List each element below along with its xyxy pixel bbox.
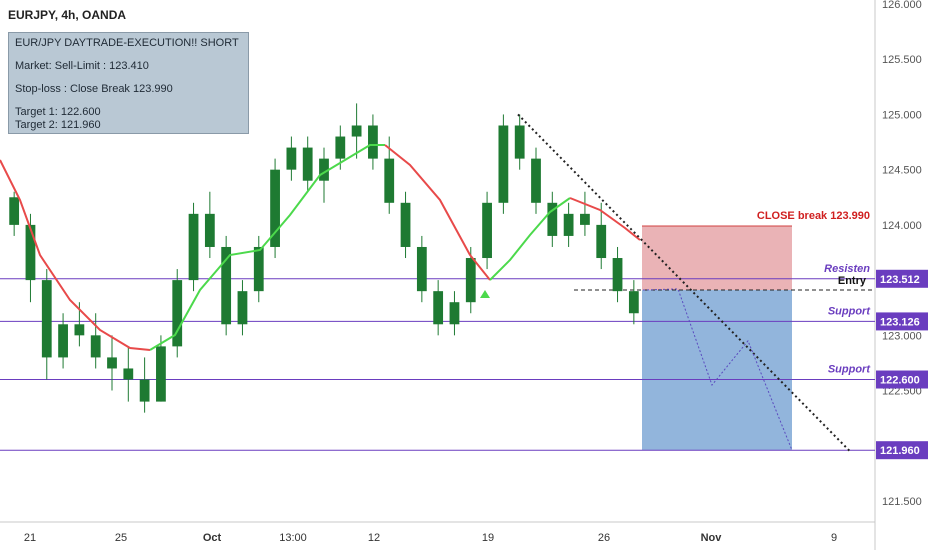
y-tick-label: 124.000 bbox=[882, 220, 922, 232]
candle-body bbox=[9, 197, 20, 225]
signal-arrow bbox=[480, 290, 490, 298]
candle-body bbox=[172, 280, 183, 347]
candle-body bbox=[368, 125, 378, 159]
x-tick-label: 9 bbox=[831, 532, 837, 544]
x-tick-label: 13:00 bbox=[279, 532, 307, 544]
y-tick-label: 125.000 bbox=[882, 109, 922, 121]
y-tick-label: 123.000 bbox=[882, 330, 922, 342]
x-tick-label: Nov bbox=[701, 532, 723, 544]
level-label: Resisten bbox=[824, 263, 870, 275]
stop-label: CLOSE break 123.990 bbox=[757, 210, 870, 222]
ema-line-red bbox=[384, 144, 491, 281]
x-tick-label: Oct bbox=[203, 532, 222, 544]
candle-body bbox=[270, 169, 280, 247]
y-tick-label: 124.500 bbox=[882, 165, 922, 177]
y-tick-label: 125.500 bbox=[882, 54, 922, 66]
candle-body bbox=[123, 368, 134, 380]
level-price-tag bbox=[876, 269, 928, 288]
level-price-tag bbox=[876, 312, 928, 331]
candle-body bbox=[107, 357, 117, 369]
candle-body bbox=[514, 125, 525, 159]
candle-body bbox=[465, 258, 476, 303]
candle-body bbox=[563, 213, 574, 236]
level-price-text: 122.600 bbox=[880, 375, 920, 387]
x-tick-label: 25 bbox=[115, 532, 127, 544]
trendline bbox=[517, 113, 851, 453]
y-tick-label: 126.000 bbox=[882, 0, 922, 11]
level-price-text: 123.512 bbox=[880, 274, 920, 286]
ema-line-green bbox=[149, 144, 385, 351]
candle-body bbox=[25, 224, 36, 281]
x-tick-label: 12 bbox=[368, 532, 380, 544]
level-price-tag bbox=[876, 441, 928, 460]
x-tick-label: 19 bbox=[482, 532, 494, 544]
candle-body bbox=[482, 202, 492, 259]
candle-body bbox=[139, 379, 150, 402]
candle-body bbox=[302, 147, 313, 181]
candle-body bbox=[498, 125, 509, 203]
info-target1: Target 1: 122.600 bbox=[15, 106, 101, 118]
candle-body bbox=[596, 224, 607, 259]
info-market: Market: Sell-Limit : 123.410 bbox=[15, 60, 149, 72]
candle-body bbox=[90, 335, 101, 358]
stop-loss-zone bbox=[642, 225, 792, 291]
candle-body bbox=[74, 324, 85, 336]
x-tick-label: 26 bbox=[598, 532, 610, 544]
candle-body bbox=[384, 158, 395, 203]
entry-label: Entry bbox=[838, 275, 867, 287]
candle-body bbox=[221, 246, 232, 325]
candle-body bbox=[286, 147, 297, 170]
candle-body bbox=[237, 291, 248, 325]
level-label: Support bbox=[828, 305, 871, 317]
candle-body bbox=[449, 302, 460, 325]
y-tick-label: 121.500 bbox=[882, 496, 922, 508]
candle-body bbox=[319, 158, 329, 181]
candle-body bbox=[41, 280, 52, 358]
candle-body bbox=[416, 246, 427, 292]
info-title: EUR/JPY DAYTRADE-EXECUTION!! SHORT bbox=[15, 37, 239, 49]
candle-body bbox=[580, 213, 590, 225]
ema-line-red bbox=[0, 159, 151, 351]
level-price-text: 121.960 bbox=[880, 445, 920, 457]
projection-path bbox=[642, 288, 793, 451]
ema-line-red bbox=[569, 197, 641, 241]
candle-body bbox=[400, 202, 411, 247]
candle-body bbox=[204, 213, 215, 247]
candle-body bbox=[335, 136, 346, 159]
candle-body bbox=[628, 291, 639, 314]
info-target2: Target 2: 121.960 bbox=[15, 119, 101, 131]
level-label: Support bbox=[828, 364, 871, 376]
candle-body bbox=[612, 258, 623, 292]
candle-body bbox=[351, 125, 362, 137]
x-tick-label: 21 bbox=[24, 532, 36, 544]
candle-body bbox=[433, 291, 444, 325]
profit-target-zone bbox=[642, 290, 792, 451]
trade-info-box: EUR/JPY DAYTRADE-EXECUTION!! SHORT Marke… bbox=[8, 32, 249, 134]
candle-body bbox=[531, 158, 541, 203]
level-price-text: 123.126 bbox=[880, 316, 920, 328]
candle-body bbox=[58, 324, 68, 358]
ema-line-green bbox=[489, 197, 571, 281]
info-stop: Stop-loss : Close Break 123.990 bbox=[15, 83, 173, 95]
candle-body bbox=[156, 346, 166, 402]
symbol-label: EURJPY, 4h, OANDA bbox=[8, 8, 127, 22]
y-tick-label: 122.500 bbox=[882, 386, 922, 398]
level-price-tag bbox=[876, 370, 928, 389]
candle-body bbox=[253, 246, 264, 292]
candle-body bbox=[547, 202, 558, 236]
candle-body bbox=[188, 213, 199, 281]
